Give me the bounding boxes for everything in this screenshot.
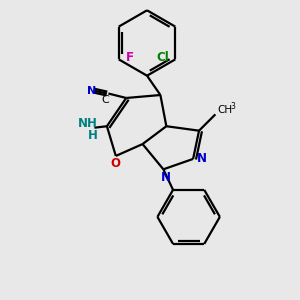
Text: N: N bbox=[161, 171, 171, 184]
Text: N: N bbox=[196, 152, 206, 165]
Text: F: F bbox=[126, 51, 134, 64]
Text: 3: 3 bbox=[231, 102, 236, 111]
Text: N: N bbox=[86, 85, 96, 96]
Text: NH: NH bbox=[78, 117, 98, 130]
Text: CH: CH bbox=[218, 105, 233, 115]
Text: C: C bbox=[101, 95, 109, 105]
Text: Cl: Cl bbox=[157, 51, 169, 64]
Text: H: H bbox=[88, 129, 98, 142]
Text: O: O bbox=[110, 157, 120, 170]
